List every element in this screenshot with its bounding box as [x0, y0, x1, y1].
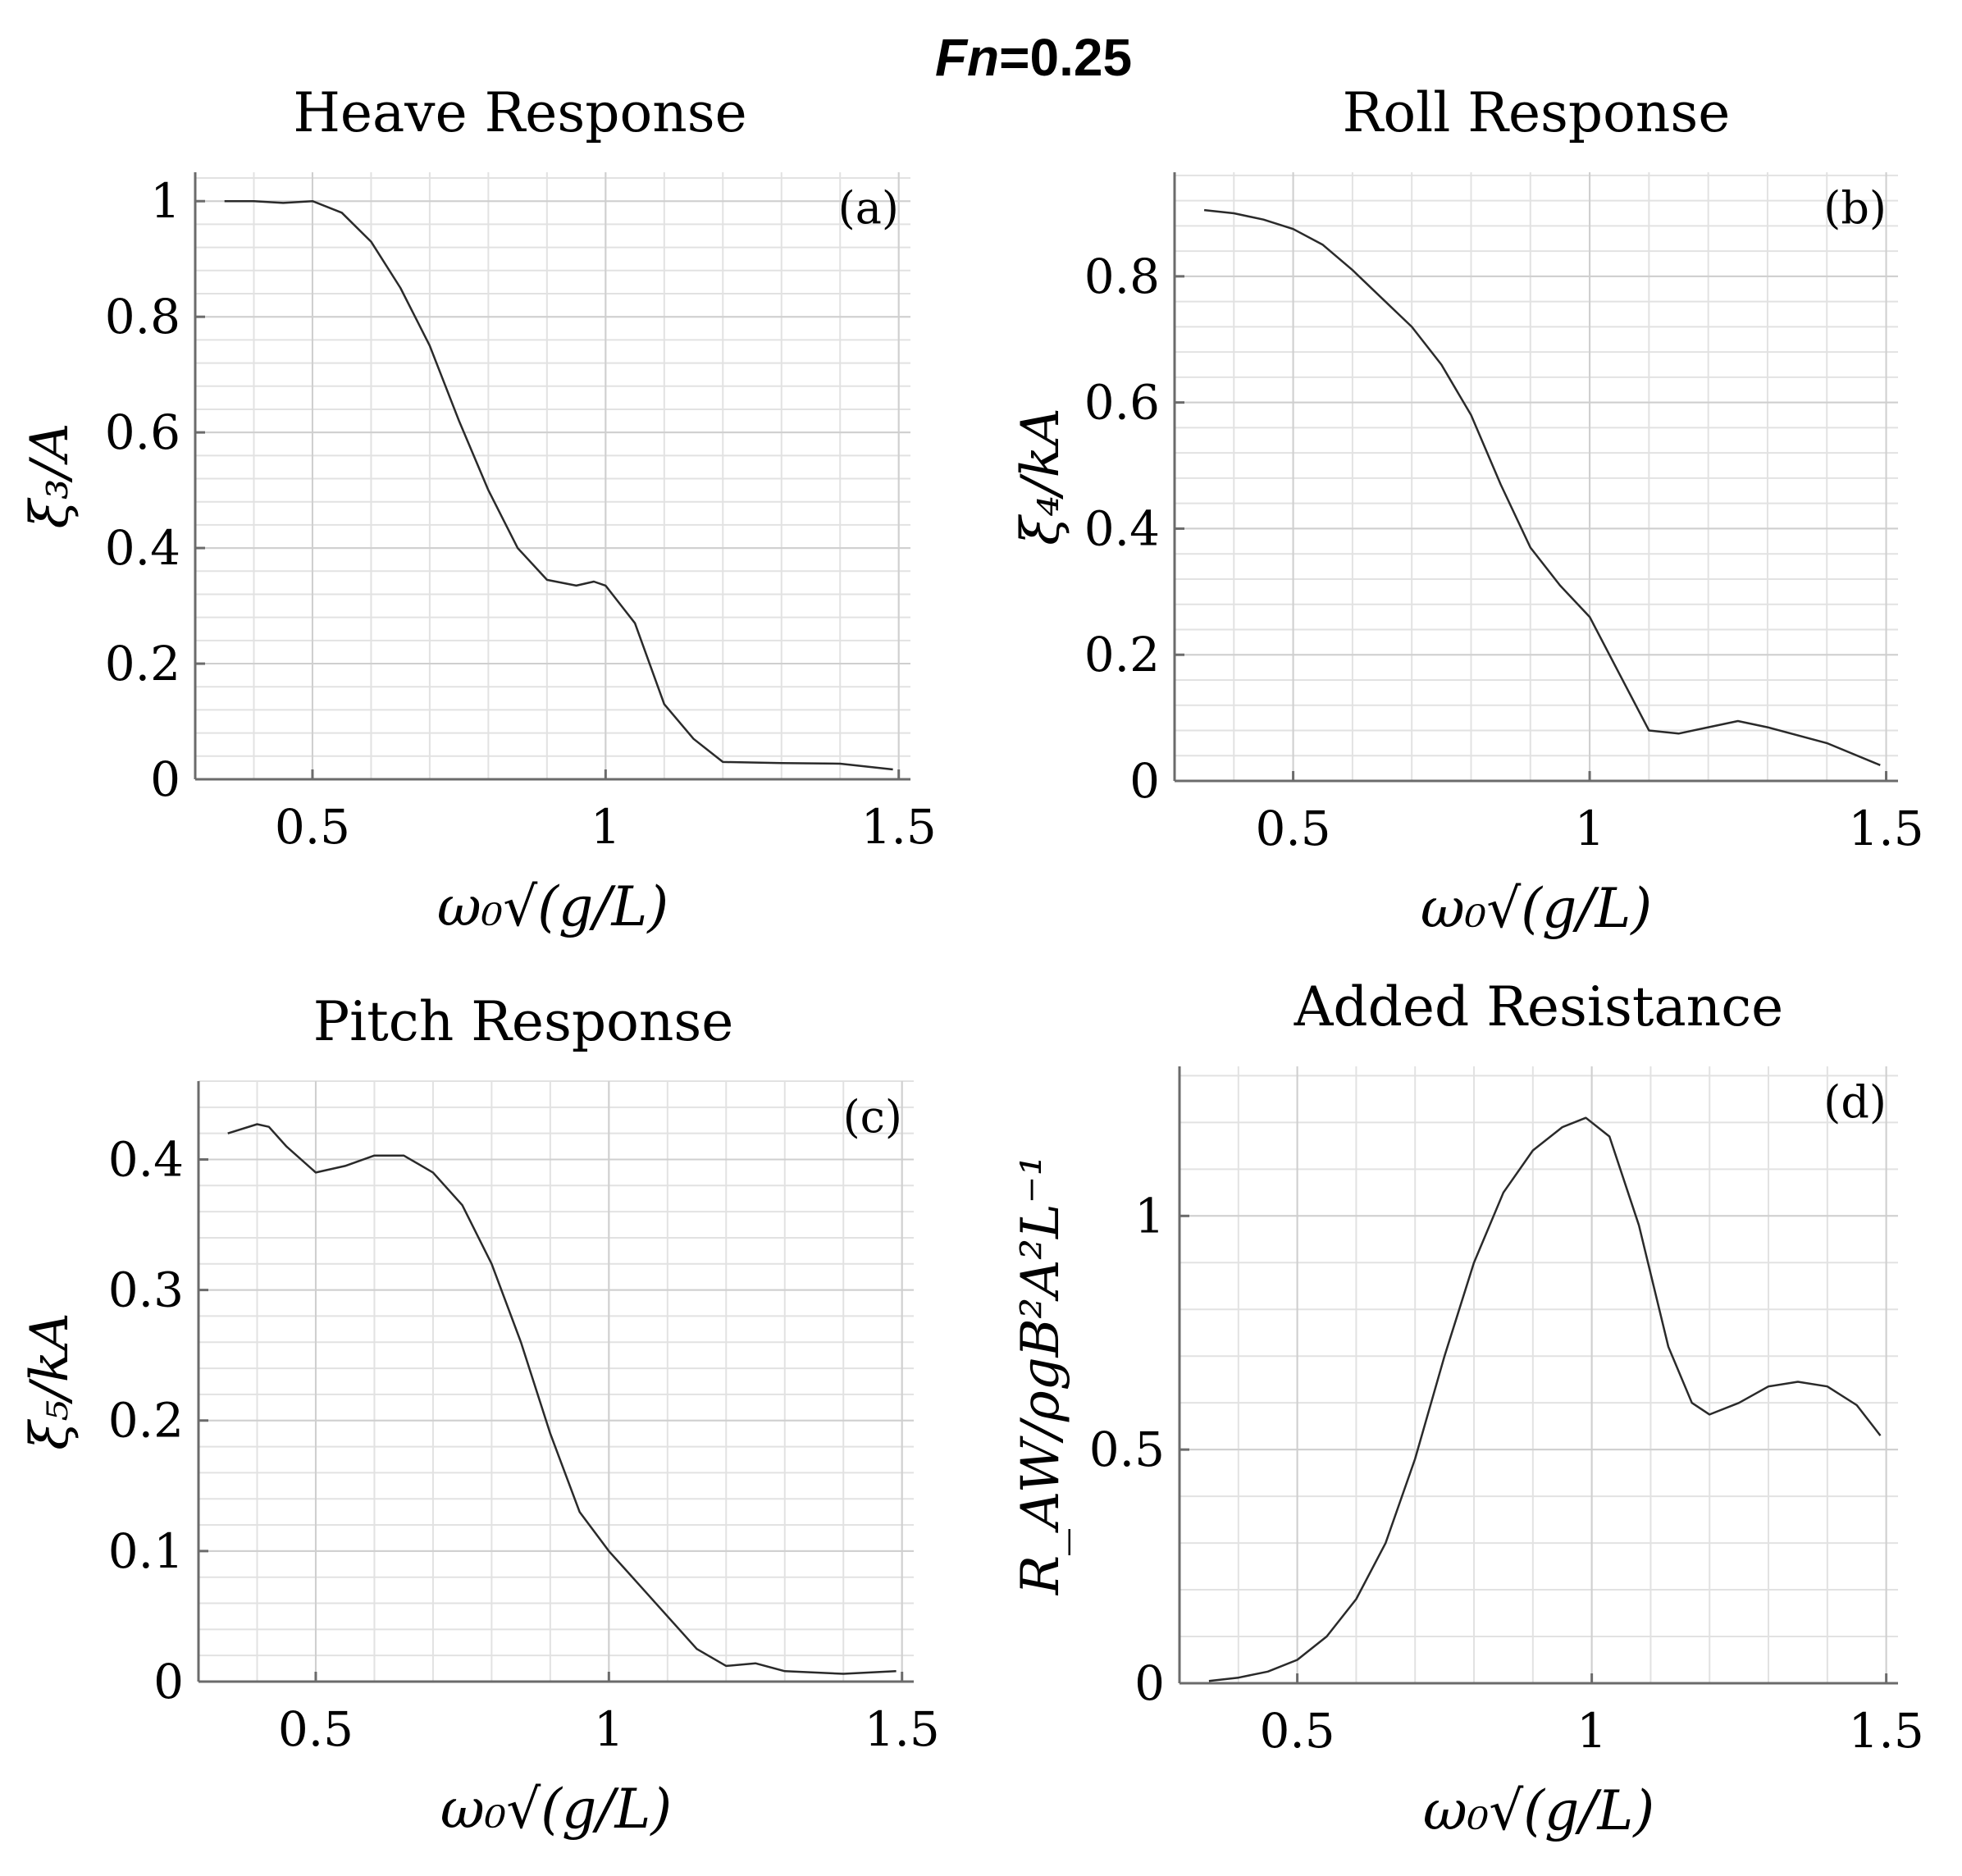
- y-tick-label: 1: [1134, 1188, 1165, 1244]
- x-axis-label: ω₀√(g/L): [437, 875, 668, 938]
- x-axis-label: ω₀√(g/L): [1423, 1779, 1654, 1842]
- figure-title-italic: Fn: [935, 28, 999, 87]
- y-axis-label: R_AW/ρgB²A²L⁻¹: [1011, 1155, 1071, 1595]
- chart-title: Added Resistance: [1294, 975, 1783, 1038]
- x-tick-label: 0.5: [278, 1701, 354, 1757]
- x-tick-label: 1.5: [865, 1701, 940, 1757]
- y-tick-label: 0.3: [108, 1262, 184, 1318]
- y-tick-label: 0: [150, 751, 180, 807]
- y-axis-label: ξ₃/A: [20, 423, 80, 529]
- plot-area: [1175, 172, 1898, 781]
- chart-title: Roll Response: [1343, 81, 1731, 144]
- panel-label: (d): [1823, 1076, 1887, 1128]
- series-line: [227, 1123, 897, 1675]
- y-tick-label: 0: [153, 1654, 184, 1709]
- x-tick-label: 0.5: [1259, 1703, 1335, 1759]
- figure-title-rest: =0.25: [999, 28, 1132, 87]
- chart-title: Heave Response: [293, 81, 746, 144]
- y-tick-label: 0.6: [105, 404, 180, 460]
- y-tick-label: 0.8: [1084, 249, 1160, 304]
- y-axis-label: ξ₄/kA: [1011, 408, 1071, 545]
- y-tick-label: 0.8: [105, 289, 180, 345]
- x-tick-label: 0.5: [275, 799, 350, 855]
- y-tick-label: 0.2: [1084, 627, 1160, 682]
- plot-area: [198, 1081, 914, 1682]
- y-tick-label: 0: [1134, 1655, 1165, 1711]
- y-tick-label: 0.2: [105, 636, 180, 692]
- panel-label: (c): [843, 1091, 902, 1143]
- y-tick-label: 0.2: [108, 1393, 184, 1449]
- grid: [198, 1080, 914, 1682]
- y-tick-label: 0.4: [108, 1131, 184, 1187]
- x-tick-label: 1.5: [861, 799, 937, 855]
- series-line: [224, 199, 893, 771]
- plot-area: [195, 172, 910, 779]
- y-axis-label: ξ₅/kA: [20, 1312, 80, 1449]
- chart-panel-d: 0.5 1 1.5 0 0.5 1 (d) Added Resistance ω₀√(g/L) R…: [1011, 975, 1924, 1842]
- x-tick-label: 1: [594, 1701, 624, 1757]
- y-tick-label: 0.4: [105, 520, 180, 576]
- chart-panel-b: 0.5 1 1.5 0 0.2 0.4 0.6 0.8 (b) Roll Response ω₀√(…: [1011, 81, 1924, 940]
- x-axis-label: ω₀√(g/L): [440, 1778, 672, 1841]
- series-line: [1208, 1116, 1882, 1682]
- chart-panel-a: 0.5 1 1.5 0 0.2 0.4 0.6 0.8 1 (a) Heave Response ω₀…: [20, 81, 937, 938]
- x-tick-label: 1.5: [1849, 1703, 1924, 1759]
- x-tick-label: 1: [1575, 801, 1605, 856]
- y-tick-label: 0.6: [1084, 375, 1160, 431]
- y-tick-label: 0.1: [108, 1523, 184, 1579]
- x-tick-label: 1: [591, 799, 621, 855]
- panel-label: (b): [1823, 182, 1887, 234]
- y-tick-label: 0.4: [1084, 500, 1160, 556]
- panel-label: (a): [838, 182, 899, 234]
- plot-area: [1179, 1066, 1898, 1683]
- y-tick-label: 1: [150, 173, 180, 229]
- chart-panel-c: 0.5 1 1.5 0 0.1 0.2 0.3 0.4 (c) Pitch Response ω₀√…: [20, 990, 940, 1841]
- x-tick-label: 0.5: [1255, 801, 1330, 856]
- x-tick-label: 1: [1576, 1703, 1607, 1759]
- y-tick-label: 0.5: [1089, 1422, 1165, 1477]
- figure-title: Fn=0.25: [935, 28, 1132, 87]
- y-tick-label: 0: [1129, 753, 1160, 809]
- chart-title: Pitch Response: [313, 990, 734, 1053]
- series-line: [1203, 208, 1881, 766]
- x-axis-label: ω₀√(g/L): [1421, 877, 1652, 940]
- panels: 0.5 1 1.5 0 0.2 0.4 0.6 0.8 1 (a) Heave Response ω₀…: [20, 81, 1924, 1842]
- x-tick-label: 1.5: [1848, 801, 1923, 856]
